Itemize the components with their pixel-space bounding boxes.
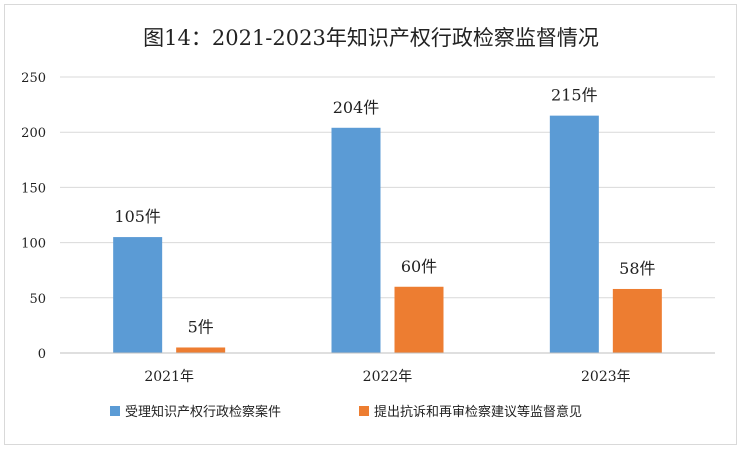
bar-chart: 图14：2021-2023年知识产权行政检察监督情况 0 50 100 150 200 2… [21, 26, 715, 420]
data-label: 60件 [401, 257, 437, 276]
y-tick-label: 50 [29, 292, 46, 307]
chart-frame: 图14：2021-2023年知识产权行政检察监督情况 0 50 100 150 200 2… [4, 4, 737, 445]
bar-series1-3 [549, 115, 599, 353]
y-tick-label: 200 [21, 126, 46, 141]
y-tick-label: 150 [21, 181, 46, 196]
data-label: 215件 [551, 86, 598, 105]
bar-series1-1 [113, 237, 163, 353]
x-category-label: 2022年 [363, 369, 413, 385]
y-tick-label: 0 [38, 347, 46, 362]
data-label: 58件 [619, 259, 655, 278]
x-category-label: 2021年 [144, 369, 194, 385]
legend-swatch-1 [110, 406, 120, 416]
bar-series2-3 [612, 288, 662, 353]
bars [113, 115, 662, 353]
data-label: 5件 [188, 317, 214, 336]
data-label: 204件 [333, 98, 380, 117]
bar-series2-1 [176, 347, 226, 353]
x-axis: 2021年 2022年 2023年 [60, 352, 715, 385]
data-label: 105件 [114, 207, 161, 226]
bar-series2-2 [394, 286, 444, 353]
bar-series1-2 [331, 127, 381, 353]
legend: 受理知识产权行政检察案件 提出抗诉和再审检察建议等监督意见 [110, 404, 582, 420]
legend-label-2: 提出抗诉和再审检察建议等监督意见 [374, 404, 582, 420]
x-category-label: 2023年 [581, 369, 631, 385]
y-tick-label: 100 [21, 237, 46, 252]
chart-title: 图14：2021-2023年知识产权行政检察监督情况 [143, 26, 599, 50]
data-labels: 105件 5件 204件 60件 215件 58件 [114, 86, 655, 337]
legend-label-1: 受理知识产权行政检察案件 [125, 404, 281, 420]
y-tick-label: 250 [21, 71, 46, 86]
legend-swatch-2 [359, 406, 369, 416]
y-axis: 0 50 100 150 200 250 [21, 71, 46, 362]
